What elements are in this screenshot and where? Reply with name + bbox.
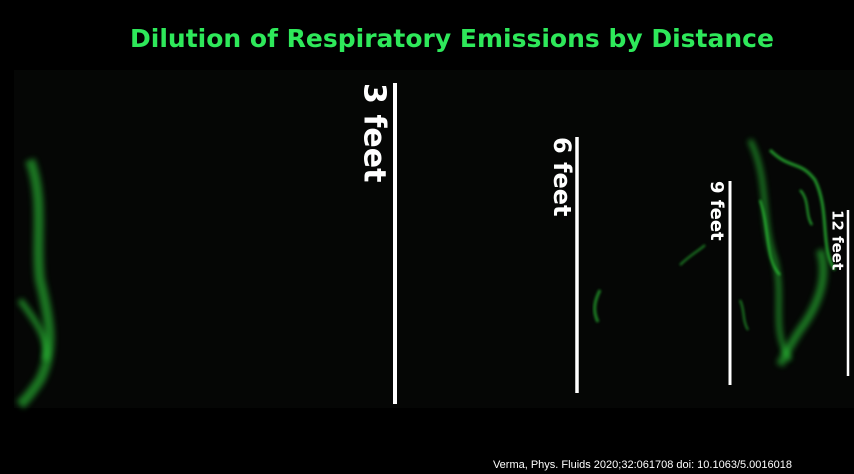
marker-label: 6 feet xyxy=(548,137,576,217)
title: Dilution of Respiratory Emissions by Dis… xyxy=(130,24,774,53)
distance-markers: 3 feet 6 feet 9 feet 12 feet xyxy=(357,83,850,404)
marker-label: 9 feet xyxy=(706,181,727,241)
marker-label: 12 feet xyxy=(829,210,847,270)
marker-label: 3 feet xyxy=(357,83,392,182)
plumes xyxy=(16,138,837,409)
video-frame xyxy=(14,70,854,408)
citation: Verma, Phys. Fluids 2020;32:061708 doi: … xyxy=(493,459,792,471)
